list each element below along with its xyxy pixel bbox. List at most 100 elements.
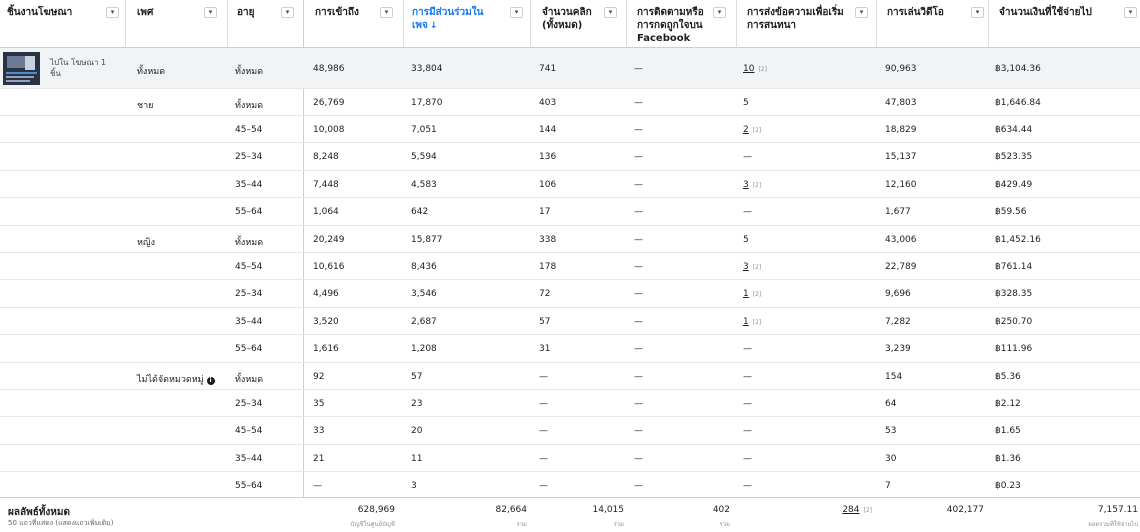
cell-age: 55–64	[235, 207, 263, 218]
chevron-down-icon[interactable]: ▾	[510, 7, 523, 18]
table-row[interactable]: หญิง ทั้งหมด 20,249 15,877 338 — 5 43,006 ฿1,452…	[0, 226, 1140, 253]
cell-age: 45–54	[235, 262, 263, 272]
cell-spend: ฿1,646.84	[995, 98, 1041, 108]
table-row[interactable]: 25–34 8,248 5,594 136 — — 15,137 ฿523.35	[0, 143, 1140, 171]
column-header-follows[interactable]: การติดตามหรือการกดถูกใจบน Facebook	[630, 0, 730, 48]
ad-thumbnail-image[interactable]	[3, 52, 40, 85]
cell-messages: —	[743, 371, 752, 382]
chevron-down-icon[interactable]: ▾	[713, 7, 726, 18]
cell-engagement: 5,594	[411, 152, 437, 163]
cell-reach: 35	[313, 399, 325, 409]
cell-messages: —	[743, 344, 752, 355]
cell-reach: 7,448	[313, 179, 339, 190]
cell-engagement: 33,804	[411, 64, 443, 74]
table-row[interactable]: ไปใน โฆษณา 1 ชิ้น ทั้งหมด ทั้งหมด 48,986 33…	[0, 48, 1140, 89]
table-row[interactable]: 55–64 — 3 — — — 7 ฿0.23	[0, 472, 1140, 500]
total-messages-link[interactable]: 284	[842, 505, 860, 515]
cell-follows: —	[634, 289, 643, 300]
messages-link[interactable]: 2	[743, 125, 749, 135]
chevron-down-icon[interactable]: ▾	[380, 7, 393, 18]
table-row[interactable]: 45–54 10,008 7,051 144 — 2 [2] 18,829 ฿634.44	[0, 116, 1140, 144]
cell-gender: หญิง	[137, 235, 155, 249]
table-row[interactable]: 35–44 21 11 — — — 30 ฿1.36	[0, 445, 1140, 473]
cell-clicks: —	[539, 481, 548, 492]
column-label: การเข้าถึง	[315, 7, 359, 18]
cell-clicks: 72	[539, 289, 551, 300]
cell-video: 22,789	[885, 262, 917, 272]
cell-engagement: 20	[411, 426, 423, 437]
messages-note: [2]	[758, 66, 767, 73]
column-header-page-engagement[interactable]: การมีส่วนร่วมในเพจ ↓	[405, 0, 525, 48]
total-clicks: 14,015	[592, 505, 625, 515]
column-header-messaging[interactable]: การส่งข้อความเพื่อเริ่มการสนทนา	[740, 0, 870, 48]
chevron-down-icon[interactable]: ▾	[281, 7, 294, 18]
chevron-down-icon[interactable]: ▾	[604, 7, 617, 18]
cell-messages: 5	[743, 234, 749, 245]
messages-link[interactable]: 3	[743, 262, 749, 272]
column-divider	[403, 0, 404, 48]
column-header-amount-spent[interactable]: จำนวนเงินที่ใช้จ่ายไป	[992, 0, 1140, 48]
column-divider	[736, 0, 737, 48]
messages-note: [2]	[752, 264, 762, 271]
chevron-down-icon[interactable]: ▾	[855, 7, 868, 18]
messages-link[interactable]: 1	[743, 289, 749, 300]
messages-link[interactable]: 3	[743, 179, 749, 190]
column-label: อายุ	[237, 7, 255, 18]
table-row[interactable]: 55–64 1,064 642 17 — — 1,677 ฿59.56	[0, 198, 1140, 226]
cell-reach: 10,008	[313, 125, 345, 135]
column-header-video-plays[interactable]: การเล่นวิดีโอ	[880, 0, 990, 48]
cell-video: 47,803	[885, 98, 917, 108]
rows-shown-link[interactable]: 50 แถวที่แสดง (แสดงแถวเพิ่มเติม)	[8, 519, 114, 527]
cell-engagement: 7,051	[411, 125, 437, 135]
cell-clicks: 741	[539, 64, 557, 74]
table-row[interactable]: ชาย ทั้งหมด 26,769 17,870 403 — 5 47,803 ฿1,646.…	[0, 89, 1140, 116]
column-divider	[626, 0, 627, 48]
ad-name-text[interactable]: ไปใน โฆษณา 1 ชิ้น	[50, 58, 107, 78]
column-divider	[125, 0, 126, 48]
cell-spend: ฿0.23	[995, 481, 1021, 492]
gender-label: ทั้งหมด	[137, 67, 166, 77]
info-icon[interactable]: i	[206, 376, 215, 385]
chevron-down-icon[interactable]: ▾	[1124, 7, 1137, 18]
column-label: การส่งข้อความเพื่อเริ่มการสนทนา	[747, 7, 844, 31]
column-header-reach[interactable]: การเข้าถึง	[308, 0, 403, 48]
cell-engagement: 23	[411, 399, 423, 409]
sort-descending-icon[interactable]: ↓	[429, 21, 438, 31]
gender-label: ไม่ได้จัดหมวดหมู่	[137, 374, 204, 385]
chevron-down-icon[interactable]: ▾	[204, 7, 217, 18]
column-header-clicks[interactable]: จำนวนคลิก (ทั้งหมด)	[535, 0, 620, 48]
table-row[interactable]: 35–44 3,520 2,687 57 — 1 [2] 7,282 ฿250.70	[0, 308, 1140, 336]
cell-messages: 5	[743, 98, 749, 108]
cell-spend: ฿1.65	[995, 426, 1021, 437]
table-row[interactable]: 45–54 10,616 8,436 178 — 3 [2] 22,789 ฿761.14	[0, 253, 1140, 281]
messages-link[interactable]: 1	[743, 316, 749, 327]
cell-reach: 48,986	[313, 64, 345, 74]
table-row[interactable]: 35–44 7,448 4,583 106 — 3 [2] 12,160 ฿429.49	[0, 171, 1140, 199]
messages-note: [2]	[752, 127, 762, 134]
cell-engagement: 2,687	[411, 316, 437, 327]
table-row[interactable]: 45–54 33 20 — — — 53 ฿1.65	[0, 417, 1140, 445]
column-header-ad-creative[interactable]: ชิ้นงานโฆษณา	[0, 0, 125, 48]
table-row[interactable]: 55–64 1,616 1,208 31 — — 3,239 ฿111.96	[0, 335, 1140, 363]
column-header-age[interactable]: อายุ	[230, 0, 305, 48]
cell-reach: 10,616	[313, 262, 345, 272]
chevron-down-icon[interactable]: ▾	[971, 7, 984, 18]
column-label: เพศ	[137, 7, 154, 18]
total-spend-caption: ยอดรวมที่ใช้จ่ายไป	[1088, 521, 1138, 528]
table-row[interactable]: 25–34 35 23 — — — 64 ฿2.12	[0, 390, 1140, 418]
cell-messages: 2 [2]	[743, 125, 761, 135]
table-row[interactable]: ไม่ได้จัดหมวดหมู่ i ทั้งหมด 92 57 — — — 154 ฿5.36	[0, 363, 1140, 390]
cell-video: 43,006	[885, 234, 917, 245]
cell-engagement: 8,436	[411, 262, 437, 272]
messages-link[interactable]: 10	[743, 64, 755, 74]
cell-spend: ฿634.44	[995, 125, 1033, 135]
cell-age: ทั้งหมด	[235, 67, 264, 77]
table-row[interactable]: 25–34 4,496 3,546 72 — 1 [2] 9,696 ฿328.35	[0, 280, 1140, 308]
column-header-gender[interactable]: เพศ	[130, 0, 225, 48]
total-messages-note: [2]	[863, 507, 873, 514]
cell-follows: —	[634, 399, 643, 409]
cell-messages: 10 [2]	[743, 64, 767, 74]
cell-gender: ทั้งหมด	[137, 64, 165, 78]
cell-spend: ฿111.96	[995, 344, 1033, 355]
chevron-down-icon[interactable]: ▾	[106, 7, 119, 18]
